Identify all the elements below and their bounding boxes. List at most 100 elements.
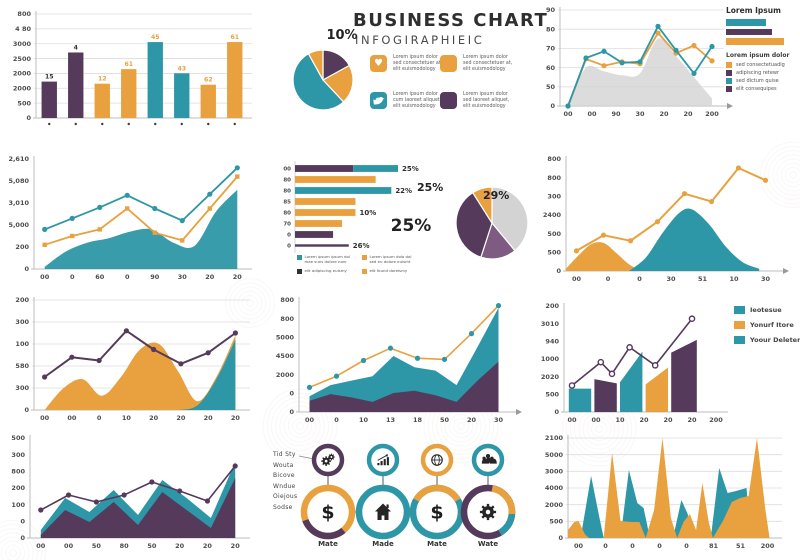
series-marker bbox=[152, 230, 157, 235]
legend-swatch bbox=[726, 61, 732, 68]
teal-area bbox=[309, 307, 499, 412]
x-tick-label: 00 bbox=[40, 273, 50, 281]
x-tick-label: 30 bbox=[178, 273, 188, 281]
legend-title: Lorem Ipsum bbox=[726, 6, 781, 15]
panel-slanted-bars: 200 3010 940 1000 2020 500 0 00 00 10 20 20 20 200 Ie… bbox=[530, 290, 800, 430]
y-tick-label: 0 bbox=[550, 102, 555, 110]
step-top-ring bbox=[366, 443, 400, 477]
legend-item: elit consequipes bbox=[726, 85, 796, 92]
legend-swatch bbox=[734, 336, 745, 344]
slanted-bar bbox=[594, 379, 617, 412]
y-tick-label: 0 bbox=[26, 114, 31, 122]
series-marker bbox=[608, 370, 616, 378]
side-label: Tid Sty bbox=[273, 451, 296, 458]
x-tick-label: 20 bbox=[175, 542, 185, 550]
legend: Ieotesue Yonurf Itore Yoour Deleter bbox=[734, 306, 800, 351]
x-tick-label: 20 bbox=[663, 416, 673, 424]
x-tick-dot bbox=[180, 122, 183, 126]
y-tick-label: 1000 bbox=[541, 355, 560, 363]
x-tick-dot bbox=[154, 122, 157, 126]
grouped-bar-chart: 800 4 80 3000 2500 2000 2000 500 0 15 4 12 61 45 43 62… bbox=[13, 10, 252, 126]
x-tick-label: 20 bbox=[659, 110, 669, 118]
x-tick-label: 20 bbox=[231, 542, 241, 550]
legend-item: Ieotesue bbox=[734, 306, 800, 314]
y-tick-label: 2100 bbox=[545, 434, 564, 442]
legend-item-text: Yonurf Itore bbox=[750, 321, 794, 329]
series-marker bbox=[121, 492, 127, 498]
series-marker bbox=[600, 232, 607, 238]
series-marker bbox=[42, 374, 48, 380]
person-head bbox=[485, 454, 491, 459]
x-tick-label: 0 bbox=[684, 542, 689, 550]
gear-tooth bbox=[325, 456, 327, 459]
series-marker bbox=[38, 507, 44, 513]
y-tick-label: 50 bbox=[546, 83, 556, 91]
bar-value-label: 43 bbox=[177, 65, 186, 72]
x-tick-label: 0 bbox=[606, 275, 611, 283]
x-tick-label: 0 bbox=[70, 273, 75, 281]
legend-item-text: elit adipiscing euismy bbox=[305, 268, 347, 274]
legend-bar bbox=[726, 19, 766, 26]
legend-item-text: Lorem ipsum dolor cum laoreet aliquet, eli… bbox=[393, 92, 441, 109]
gear-icon bbox=[479, 503, 497, 521]
y-tick-label: 60 bbox=[546, 64, 556, 72]
teal-hump bbox=[629, 208, 760, 271]
heart-icon: ♥ bbox=[370, 55, 387, 72]
x-tick-label: 20 bbox=[639, 416, 649, 424]
y-tick-label: 800 bbox=[280, 315, 294, 323]
gear-tooth bbox=[486, 515, 490, 521]
y-tick-label: 80 bbox=[283, 211, 291, 217]
series-marker bbox=[688, 315, 696, 323]
series-marker bbox=[96, 357, 102, 364]
house-chimney bbox=[386, 504, 389, 508]
y-tick-label: 500 bbox=[11, 434, 25, 442]
series-marker bbox=[655, 23, 661, 29]
x-tick-label: 200 bbox=[709, 416, 723, 424]
ring-arc bbox=[413, 484, 461, 502]
y-tick-label: 5,080 bbox=[8, 177, 29, 185]
legend-line: Lorem ipsum dolor bbox=[463, 55, 508, 60]
x-tick-label: 60 bbox=[95, 273, 105, 281]
legend-line: Lorem ipsum dolor bbox=[393, 92, 438, 97]
purple-area bbox=[40, 478, 236, 538]
y-tick-label: 200 bbox=[11, 484, 25, 492]
x-tick-label: 0 bbox=[125, 273, 130, 281]
series-marker bbox=[69, 215, 75, 221]
x-tick-label: 00 bbox=[567, 416, 577, 424]
y-tick-label: 800 bbox=[11, 468, 25, 476]
legend-item-text: Lorem ipsum dolor sed consectetuer at, eli… bbox=[393, 55, 442, 72]
legend-item: elit found doreismy bbox=[362, 268, 407, 274]
y-tick-label: 800 bbox=[17, 10, 31, 18]
series-marker bbox=[205, 350, 211, 356]
series-marker bbox=[691, 42, 697, 49]
gear-hole bbox=[485, 509, 491, 515]
series-marker bbox=[232, 463, 238, 469]
series-marker bbox=[495, 303, 502, 309]
legend-item: sed dictum quise bbox=[726, 77, 796, 84]
pie-slice bbox=[472, 186, 493, 224]
panel-grouped-bar-chart: 800 4 80 3000 2500 2000 2000 500 0 15 4 12 61 45 43 62… bbox=[0, 0, 265, 145]
x-tick-dot bbox=[101, 122, 104, 126]
legend-line: sed consectetuer at, bbox=[393, 60, 443, 66]
growth-arrowhead bbox=[385, 454, 389, 458]
legend-line: sed eu dolore euismt bbox=[369, 258, 411, 264]
slanted-bar bbox=[568, 388, 592, 412]
legend-item-text: elit consequipes bbox=[736, 85, 777, 92]
series-marker bbox=[125, 206, 130, 211]
side-label: Sodse bbox=[273, 503, 293, 511]
house-door bbox=[381, 515, 385, 520]
series-marker bbox=[333, 373, 340, 379]
leader-line bbox=[298, 455, 315, 460]
legend-swatch bbox=[734, 306, 745, 314]
ring-arc bbox=[491, 485, 516, 515]
gear-tooth bbox=[330, 458, 332, 461]
legend-line: Lorem ipsum dolor bbox=[463, 92, 508, 97]
x-tick-label: 00 bbox=[64, 542, 74, 550]
y-tick-label: 200 bbox=[15, 243, 29, 251]
y-tick-label: 0 bbox=[556, 267, 561, 275]
legend-line: Lorem ipsum dolor bbox=[393, 55, 438, 60]
series-marker bbox=[637, 59, 643, 65]
bar-value-label: 22% bbox=[395, 187, 412, 195]
step-label-row: Mate Made Mate Wate bbox=[265, 540, 530, 556]
